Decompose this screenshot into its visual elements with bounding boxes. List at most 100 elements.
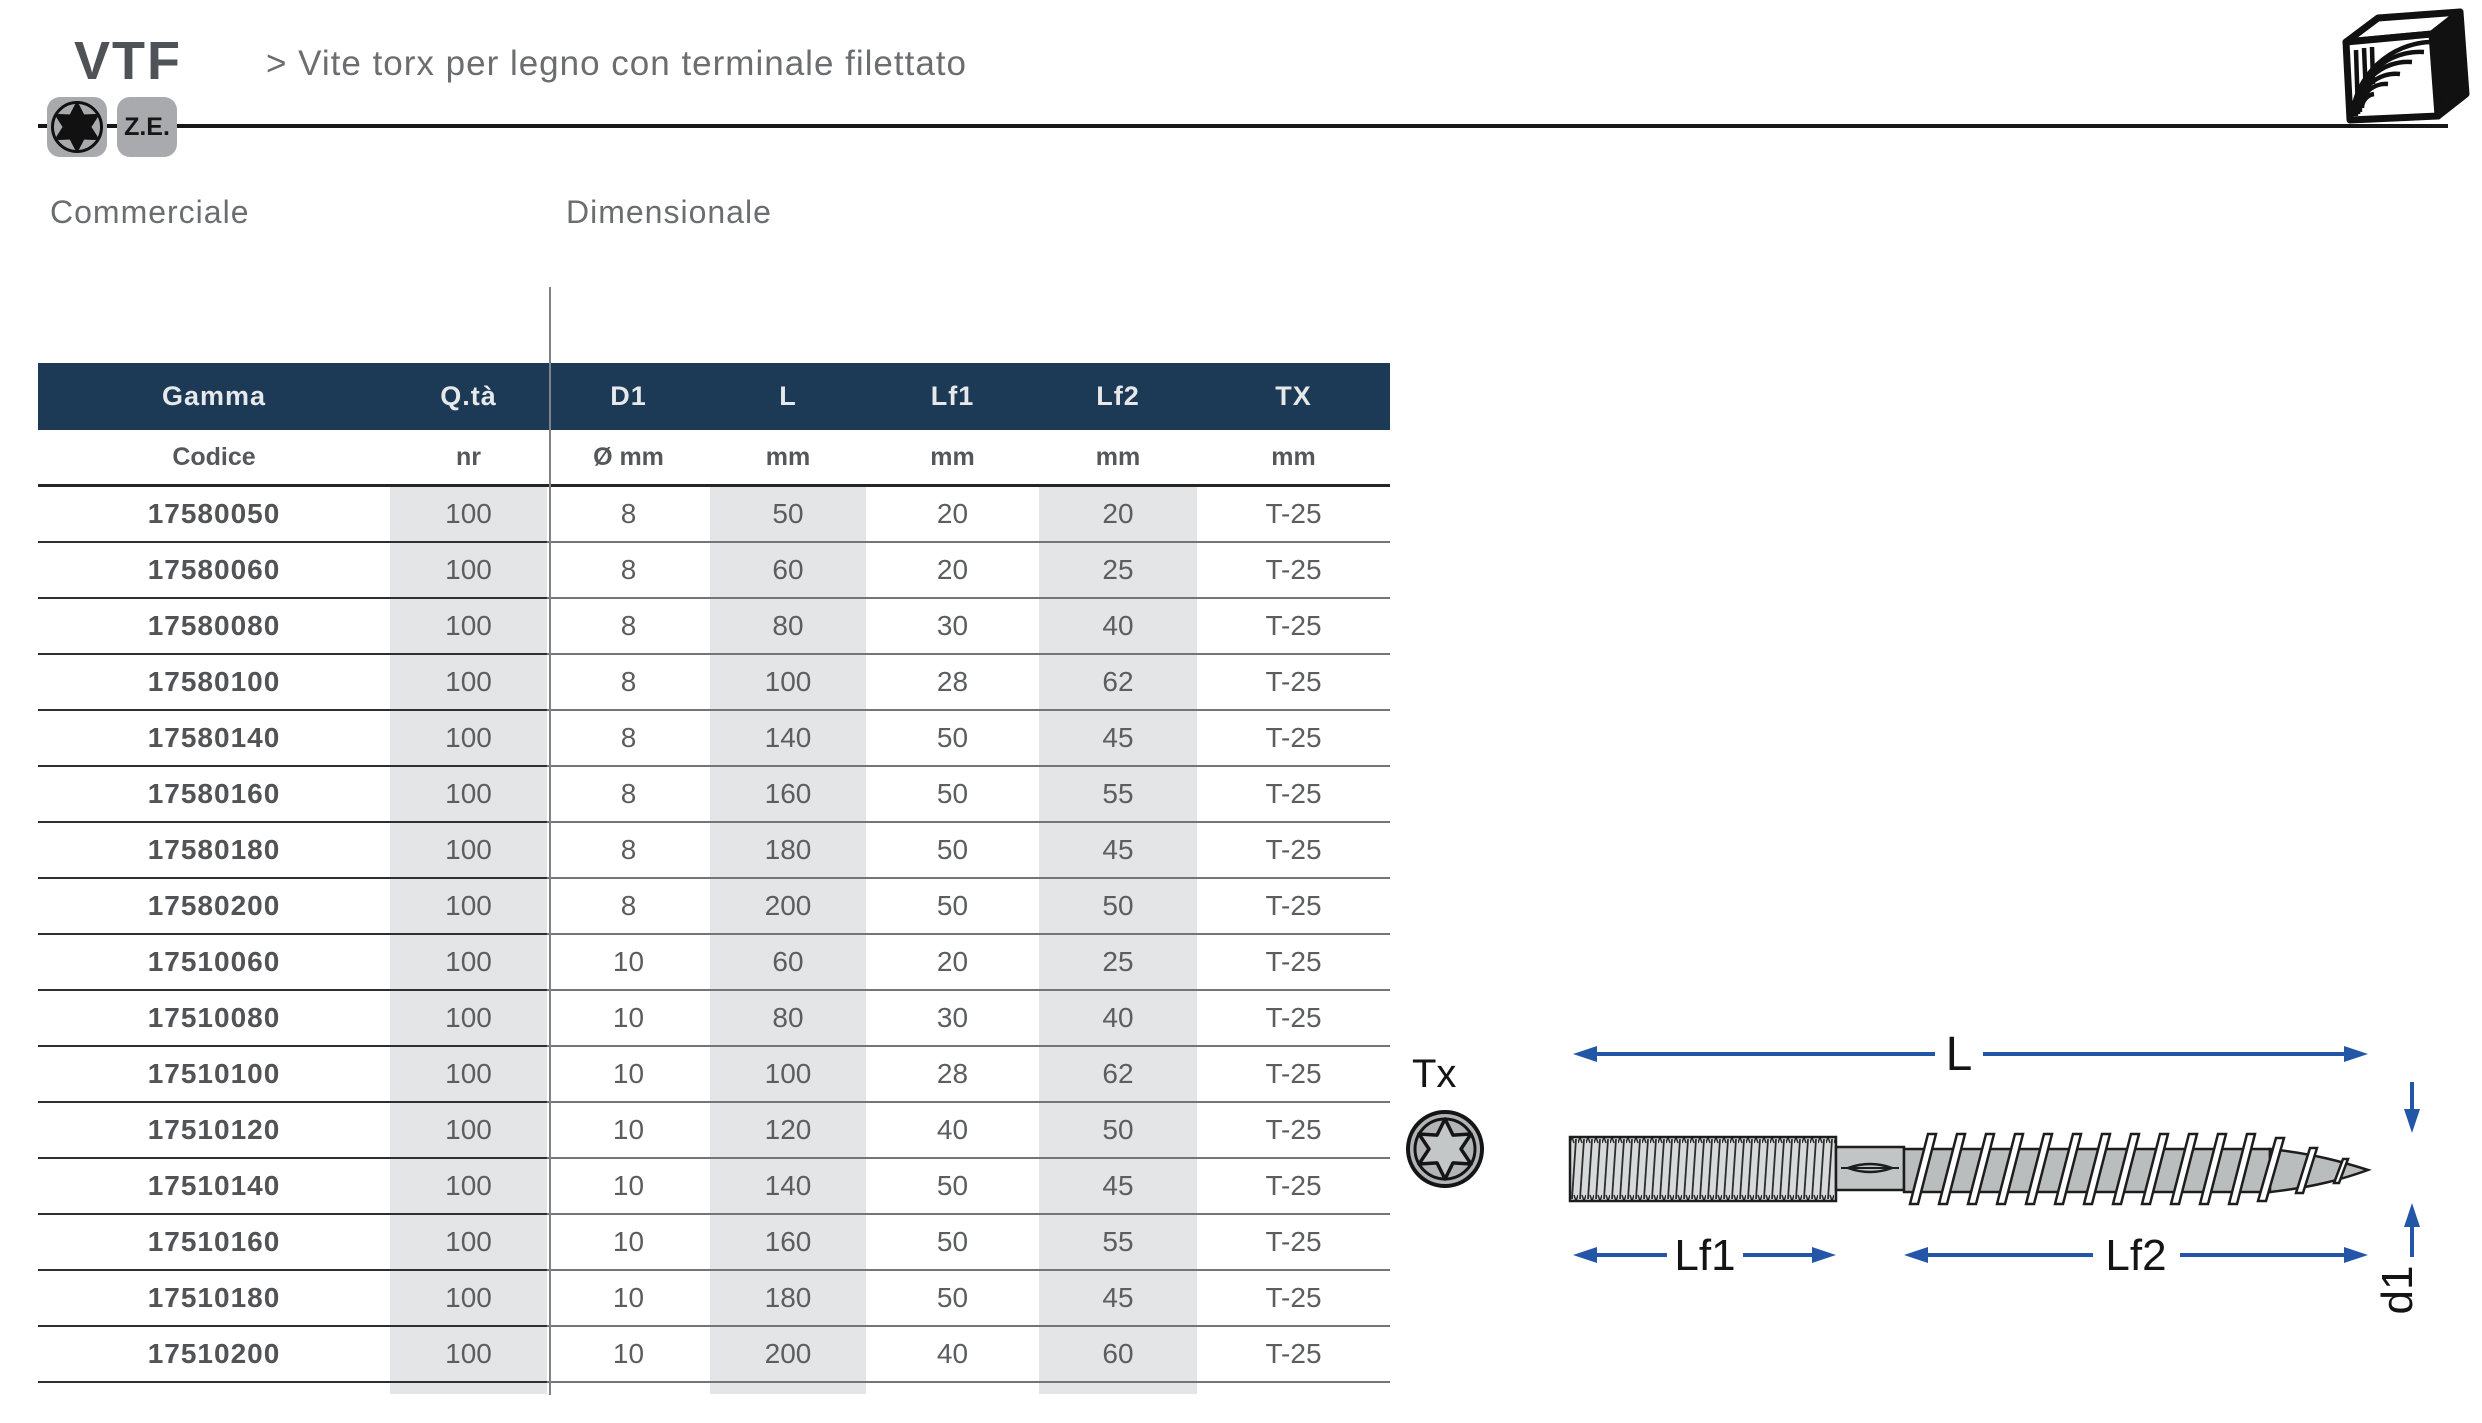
torx-star-icon (47, 97, 107, 157)
table-cell: 8 (547, 767, 710, 823)
table-cell: 45 (1039, 711, 1197, 767)
unit-label: mm (1197, 430, 1390, 487)
table-cell: 100 (390, 1271, 547, 1327)
table-cell: T-25 (1197, 1215, 1390, 1271)
table-row: 17510140 100 10 140 50 45 T-25 (38, 1159, 1390, 1215)
table-cell: 10 (547, 1103, 710, 1159)
table-cell: T-25 (1197, 935, 1390, 991)
screw-machine-thread (1568, 1135, 1838, 1203)
table-cell: 50 (710, 487, 866, 543)
table-row: 17510120 100 10 120 40 50 T-25 (38, 1103, 1390, 1159)
table-cell: 100 (390, 935, 547, 991)
table-row: 17580180 100 8 180 50 45 T-25 (38, 823, 1390, 879)
table-cell: 100 (390, 1159, 547, 1215)
table-cell: 50 (866, 1159, 1039, 1215)
table-cell: 10 (547, 991, 710, 1047)
section-title-commercial: Commerciale (50, 194, 250, 230)
unit-label: nr (390, 430, 547, 487)
dim-line-lf1 (1573, 1247, 1836, 1263)
table-cell: T-25 (1197, 1047, 1390, 1103)
table-cell: 62 (1039, 1047, 1197, 1103)
table-cell: T-25 (1197, 991, 1390, 1047)
table-cell: 28 (866, 1047, 1039, 1103)
column-header: Lf2 (1096, 381, 1140, 411)
table-cell: 100 (390, 1215, 547, 1271)
table-cell: 100 (390, 767, 547, 823)
table-cell: 17580060 (38, 543, 390, 599)
table-cell: 8 (547, 543, 710, 599)
table-cell: T-25 (1197, 1271, 1390, 1327)
table-cell: 100 (390, 823, 547, 879)
table-cell: 100 (390, 543, 547, 599)
column-shade-tail (710, 1383, 866, 1394)
table-cell: 8 (547, 599, 710, 655)
table-cell: 8 (547, 655, 710, 711)
section-title-dimensional: Dimensionale (566, 194, 772, 230)
table-cell: 50 (1039, 879, 1197, 935)
table-cell: 100 (390, 991, 547, 1047)
table-row: 17580140 100 8 140 50 45 T-25 (38, 711, 1390, 767)
table-cell: 45 (1039, 1271, 1197, 1327)
page-title: VTF (74, 31, 182, 91)
table-cell: 100 (710, 655, 866, 711)
table-cell: 55 (1039, 767, 1197, 823)
table-cell: 60 (710, 935, 866, 991)
table-cell: 100 (390, 1047, 547, 1103)
tx-drive-label: Tx (1412, 1052, 1457, 1096)
table-cell: 30 (866, 991, 1039, 1047)
column-header: Q.tà (440, 381, 497, 411)
table-row: 17510160 100 10 160 50 55 T-25 (38, 1215, 1390, 1271)
table-cell: 160 (710, 767, 866, 823)
table-cell: T-25 (1197, 1103, 1390, 1159)
table-cell: 200 (710, 1327, 866, 1383)
table-row: 17510060 100 10 60 20 25 T-25 (38, 935, 1390, 991)
column-shade-tail (390, 1383, 547, 1394)
table-cell: 140 (710, 711, 866, 767)
table-row: 17580080 100 8 80 30 40 T-25 (38, 599, 1390, 655)
table-cell: 45 (1039, 823, 1197, 879)
dim-label-l: L (1946, 1028, 1973, 1081)
table-cell: 60 (1039, 1327, 1197, 1383)
column-header: L (779, 381, 797, 411)
table-cell: 17510160 (38, 1215, 390, 1271)
table-units-row: Codice nr Ø mm mm mm mm mm (38, 430, 1390, 487)
table-cell: 100 (390, 879, 547, 935)
table-cell: 100 (710, 1047, 866, 1103)
table-cell: 28 (866, 655, 1039, 711)
wood-block-icon (2342, 8, 2470, 124)
screw-technical-drawing: L (1568, 1028, 2422, 1314)
dim-line-lf2 (1904, 1247, 2368, 1263)
table-row: 17510180 100 10 180 50 45 T-25 (38, 1271, 1390, 1327)
dim-label-lf1: Lf1 (1674, 1231, 1735, 1280)
table-cell: 40 (866, 1103, 1039, 1159)
table-cell: 17510180 (38, 1271, 390, 1327)
title-divider (38, 124, 2448, 128)
section-divider-line (549, 287, 551, 1395)
column-header: Lf1 (930, 381, 975, 411)
table-cell: 180 (710, 1271, 866, 1327)
table-cell: 80 (710, 599, 866, 655)
table-cell: 40 (866, 1327, 1039, 1383)
table-cell: 80 (710, 991, 866, 1047)
table-cell: 50 (866, 823, 1039, 879)
table-cell: 17510060 (38, 935, 390, 991)
table-cell: 17580100 (38, 655, 390, 711)
table-cell: 50 (866, 879, 1039, 935)
ze-badge: Z.E. (117, 97, 177, 157)
table-cell: 17510080 (38, 991, 390, 1047)
table-cell: 55 (1039, 1215, 1197, 1271)
table-cell: T-25 (1197, 1159, 1390, 1215)
table-cell: 17580180 (38, 823, 390, 879)
dim-line-l (1573, 1046, 2368, 1062)
table-row: 17510080 100 10 80 30 40 T-25 (38, 991, 1390, 1047)
table-cell: 62 (1039, 655, 1197, 711)
table-row: 17580060 100 8 60 20 25 T-25 (38, 543, 1390, 599)
unit-label: mm (1039, 430, 1197, 487)
column-header: D1 (610, 381, 647, 411)
table-cell: 10 (547, 935, 710, 991)
table-row: 17580050 100 8 50 20 20 T-25 (38, 487, 1390, 543)
table-cell: 200 (710, 879, 866, 935)
table-cell: 100 (390, 655, 547, 711)
table-cell: T-25 (1197, 879, 1390, 935)
